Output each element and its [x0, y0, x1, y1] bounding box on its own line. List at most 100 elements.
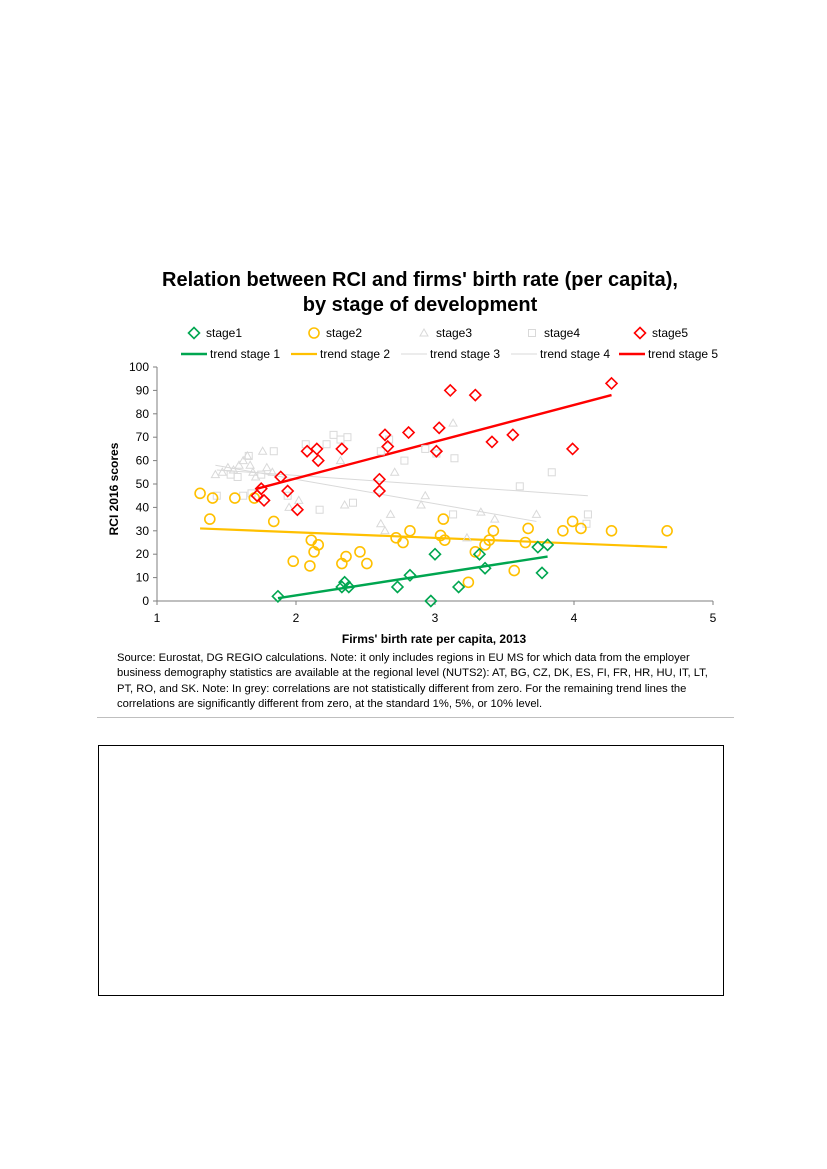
legend-label-stage1: stage1: [206, 326, 242, 340]
stage4-point: [421, 444, 430, 453]
stage4-point: [515, 482, 524, 491]
stage2-point: [204, 513, 216, 525]
stage2-point: [305, 534, 318, 546]
stage5-point: [311, 453, 325, 468]
trend-line-stage-5: [256, 393, 612, 490]
legend-label-trend-4: trend stage 4: [540, 347, 610, 361]
legend-marker-stage1: [187, 326, 201, 340]
stage5-point: [372, 472, 387, 486]
stage3-point: [238, 455, 249, 465]
stage3-point: [380, 525, 390, 535]
stage4-point: [450, 454, 459, 463]
stage5-point: [604, 376, 619, 391]
stage3-point: [261, 462, 272, 472]
stage3-point: [284, 502, 294, 511]
stage4-point: [547, 468, 556, 477]
stage2-point: [522, 522, 534, 535]
stage5-point: [565, 442, 580, 456]
stage5-point: [335, 442, 349, 456]
stage5-point: [381, 439, 395, 454]
stage2-point: [557, 524, 569, 537]
trend-line-stage-2: [200, 527, 668, 549]
stage4-point: [400, 456, 409, 465]
stage2-point: [508, 564, 521, 577]
stage2-point: [519, 536, 532, 549]
stage2-point: [605, 524, 618, 537]
stage3-point: [489, 514, 500, 523]
stage2-point: [340, 550, 352, 563]
stage3-point: [234, 460, 244, 469]
stage3-point: [462, 532, 472, 542]
legend-marker-stage4: [528, 329, 536, 337]
stage5-point: [290, 503, 305, 517]
stage2-point: [304, 560, 316, 572]
stage5-point: [485, 435, 499, 449]
stage1-point: [478, 561, 492, 575]
stage3-point: [420, 490, 431, 500]
legend-label-stage5: stage5: [652, 326, 688, 340]
stage5-point: [281, 484, 295, 498]
stage2-point: [483, 534, 496, 546]
stage1-point: [342, 580, 356, 594]
chart-axes: 0 10 20 30 40 50 60 70 80 90 100 1 2 3 4 5: [129, 360, 717, 625]
stage2-point: [312, 539, 325, 551]
stage1-point: [428, 547, 442, 561]
stage4-point: [244, 451, 253, 460]
stage2-point: [566, 515, 579, 528]
section-divider: [97, 717, 734, 718]
stage2-point: [361, 557, 373, 570]
stage1-point: [451, 580, 466, 594]
stage4-point: [257, 470, 266, 479]
stage1-point: [535, 566, 549, 580]
y-tick-label: 80: [136, 407, 150, 421]
stage3-point: [217, 467, 228, 476]
data-points: [194, 376, 673, 608]
stage3-point: [267, 467, 278, 476]
stage2-point: [575, 522, 587, 535]
stage4-point: [283, 491, 292, 500]
stage2-point: [287, 555, 300, 568]
stage4-point: [336, 435, 345, 444]
x-axis-label: Firms' birth rate per capita, 2013: [342, 632, 527, 646]
stage3-point: [248, 467, 258, 476]
stage4-point: [269, 447, 278, 456]
stage3-point: [257, 446, 268, 455]
legend-label-trend-1: trend stage 1: [210, 347, 280, 361]
chart-title: Relation between RCI and firms' birth ra…: [162, 269, 678, 316]
stage5-point: [432, 421, 446, 435]
stage2-point: [390, 532, 402, 544]
stage4-point: [343, 433, 352, 442]
stage3-point: [476, 507, 486, 516]
stage3-point: [210, 469, 221, 479]
stage1-point: [540, 538, 555, 552]
stage2-point: [397, 536, 409, 549]
stage1-point: [390, 580, 405, 594]
x-tick-label: 2: [293, 611, 300, 625]
stage1-point: [403, 568, 417, 582]
stage4-point: [329, 430, 338, 439]
stage1-point: [472, 547, 487, 561]
stage4-point: [315, 505, 324, 514]
stage4-point: [376, 447, 385, 456]
stage2-point: [206, 492, 219, 504]
trend-line-stage-4: [216, 469, 588, 497]
y-tick-label: 20: [136, 547, 150, 561]
stage2-point: [438, 534, 451, 546]
stage2-point: [194, 487, 206, 500]
empty-text-box: [98, 745, 724, 996]
y-tick-label: 30: [136, 524, 150, 538]
stage3-point: [416, 500, 426, 509]
stage3-point: [293, 495, 304, 504]
y-tick-label: 60: [136, 454, 150, 468]
stage4-point: [322, 440, 331, 449]
trend-lines: [200, 393, 668, 600]
stage3-point: [385, 509, 396, 518]
stage5-point: [274, 470, 288, 484]
stage3-point: [339, 500, 350, 509]
stage5-point: [257, 493, 271, 508]
legend-label-stage4: stage4: [544, 326, 580, 340]
legend-marker-stage5: [633, 326, 647, 340]
stage5-point: [506, 428, 520, 442]
stage3-point: [531, 509, 542, 518]
legend-label-stage2: stage2: [326, 326, 362, 340]
